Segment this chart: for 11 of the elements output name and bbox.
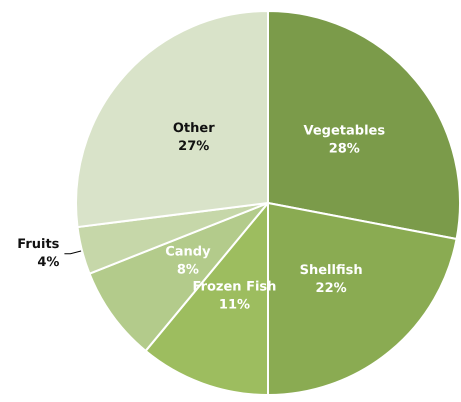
data-label: 27% xyxy=(178,139,210,154)
slice-label: Fruits xyxy=(17,237,60,252)
data-label: 4% xyxy=(37,255,60,270)
slice-label: Other xyxy=(172,121,216,136)
slice-label: Vegetables xyxy=(303,123,386,138)
data-label: 28% xyxy=(328,141,360,156)
data-label: 22% xyxy=(316,280,347,296)
data-label: 11% xyxy=(218,298,250,313)
slice-label: Shellfish xyxy=(300,262,363,278)
data-label: 8% xyxy=(176,262,199,278)
slice-label: Candy xyxy=(165,244,212,260)
